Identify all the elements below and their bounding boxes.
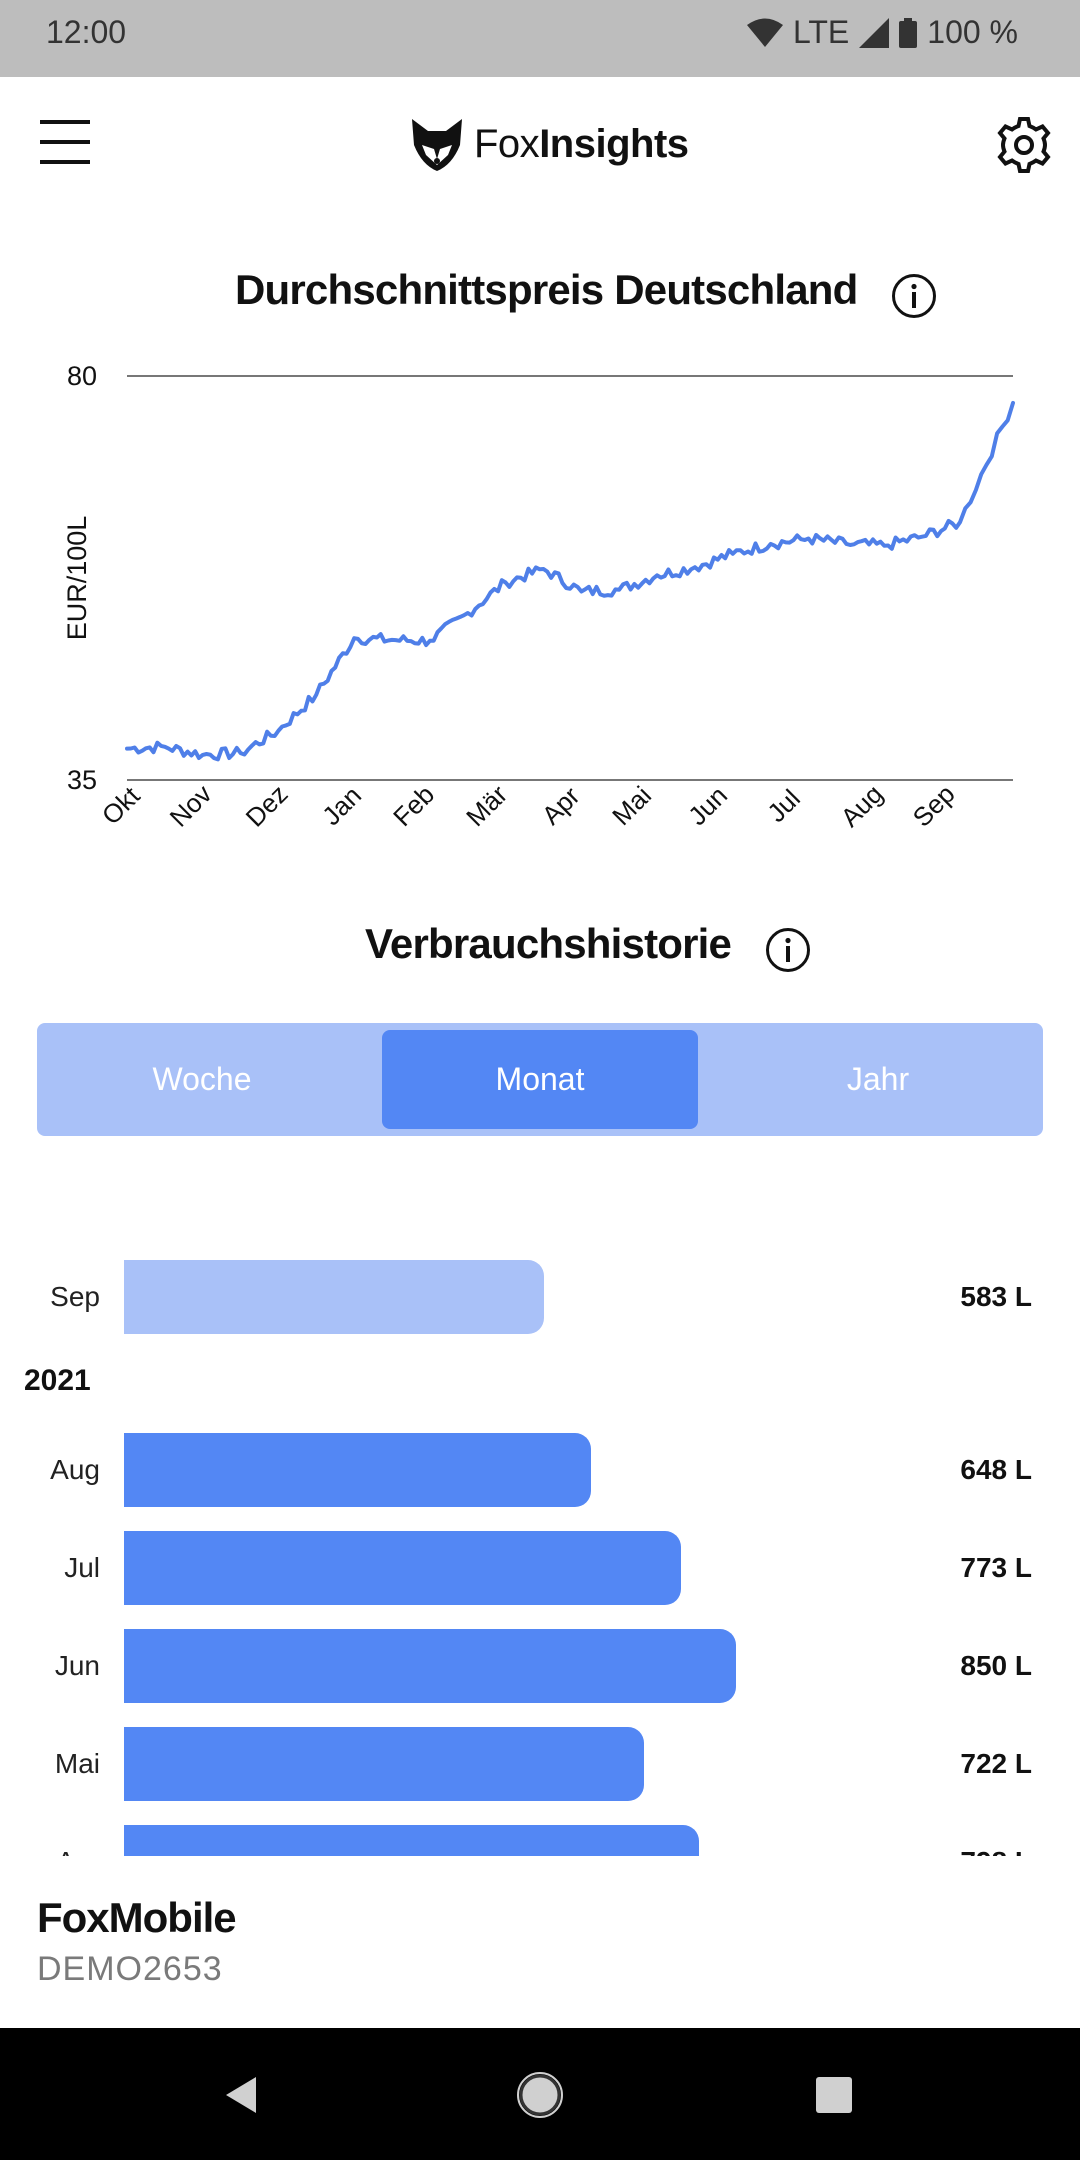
info-icon (892, 274, 936, 318)
consumption-row[interactable]: Sep 583 L (0, 1260, 1080, 1334)
menu-icon-line (40, 140, 90, 144)
consumption-bar (124, 1433, 591, 1507)
home-button[interactable] (508, 2063, 572, 2127)
chart-grid (127, 375, 1013, 781)
row-month: Aug (50, 1454, 100, 1485)
network-label: LTE (792, 14, 850, 50)
tab-jahr[interactable]: Jahr (846, 1061, 910, 1097)
y-tick-label: 80 (67, 361, 97, 391)
status-time: 12:00 (46, 14, 127, 50)
consumption-row[interactable]: Mai 722 L (0, 1727, 1080, 1801)
brand-bold: Insights (539, 121, 689, 166)
row-value: 798 L (960, 1825, 1032, 1856)
recents-icon (816, 2077, 852, 2113)
price-chart: 80 35 EUR/100L Okt Nov Dez Jan Feb Mär Apr Mai Ju… (62, 361, 1015, 833)
brand-light: Fox (474, 121, 540, 166)
back-icon (226, 2077, 256, 2113)
row-month: Jun (54, 1650, 100, 1681)
row-month: Apr (0, 1825, 100, 1856)
price-chart-title: Durchschnittspreis Deutschland (235, 266, 858, 313)
consumption-bar (124, 1629, 736, 1703)
period-selector: Woche Monat Jahr (37, 1023, 1043, 1136)
x-tick-label: Jun (682, 780, 733, 831)
x-tick-label: Aug (835, 779, 889, 833)
consumption-bar (124, 1825, 699, 1856)
system-nav-bar (0, 2028, 1080, 2160)
y-axis-ticks: 80 35 (67, 361, 97, 795)
history-info-button[interactable] (765, 927, 811, 973)
settings-button[interactable] (994, 115, 1054, 175)
x-tick-label: Jan (316, 780, 367, 831)
x-tick-label: Feb (387, 779, 440, 832)
row-value: 648 L (960, 1454, 1032, 1485)
info-icon (766, 928, 810, 972)
device-name: FoxMobile (37, 1894, 237, 1941)
wifi-icon (746, 18, 783, 47)
x-tick-label: Jul (761, 783, 806, 828)
status-bar: 12:00 LTE 100 % (0, 0, 1080, 77)
fox-logo-icon (412, 119, 462, 171)
x-tick-label: Nov (164, 779, 218, 833)
recents-button[interactable] (802, 2063, 866, 2127)
menu-icon (40, 120, 90, 124)
price-info-button[interactable] (891, 273, 937, 319)
device-footer: FoxMobile DEMO2653 (0, 1856, 1080, 2028)
consumption-row[interactable]: Jun 850 L (0, 1629, 1080, 1703)
back-button[interactable] (208, 2063, 272, 2127)
consumption-bar (124, 1531, 681, 1605)
x-tick-label: Mai (606, 780, 657, 831)
menu-icon-line (40, 160, 90, 164)
row-value: 773 L (960, 1552, 1032, 1583)
tab-monat[interactable]: Monat (382, 1030, 698, 1129)
row-value: 583 L (960, 1281, 1032, 1312)
battery-icon (899, 17, 918, 48)
consumption-row[interactable]: Apr 798 L (0, 1825, 1080, 1856)
x-tick-label: Sep (907, 779, 961, 833)
gear-icon (997, 117, 1051, 173)
battery-label: 100 % (927, 14, 1018, 50)
history-title: Verbrauchshistorie (365, 920, 732, 967)
price-line-series (125, 400, 1015, 762)
year-label: 2021 (24, 1364, 91, 1397)
x-tick-label: Dez (240, 779, 294, 833)
device-id: DEMO2653 (37, 1950, 223, 1988)
y-axis-label: EUR/100L (62, 516, 92, 641)
status-indicators: LTE 100 % (746, 14, 1018, 51)
app-bar: FoxInsights (0, 77, 1080, 212)
row-month: Jul (64, 1552, 100, 1583)
x-tick-label: Mär (460, 779, 513, 832)
consumption-bar (124, 1260, 544, 1334)
row-month: Sep (50, 1281, 100, 1312)
home-icon (517, 2072, 563, 2118)
y-tick-label: 35 (67, 765, 97, 795)
signal-icon (859, 17, 890, 48)
row-month: Mai (54, 1748, 100, 1779)
row-value: 722 L (960, 1748, 1032, 1779)
app-name: FoxInsights (474, 122, 689, 167)
x-axis-ticks: Okt Nov Dez Jan Feb Mär Apr Mai Jun Jul Aug Sep (96, 779, 961, 833)
consumption-row[interactable]: Jul 773 L (0, 1531, 1080, 1605)
app-logo: FoxInsights (408, 111, 689, 177)
consumption-bar (124, 1727, 644, 1801)
x-tick-label: Okt (96, 780, 146, 830)
tab-woche[interactable]: Woche (152, 1061, 252, 1097)
row-value: 850 L (960, 1650, 1032, 1681)
x-tick-label: Apr (536, 780, 586, 830)
menu-button[interactable] (38, 117, 92, 167)
consumption-row[interactable]: Aug 648 L (0, 1433, 1080, 1507)
